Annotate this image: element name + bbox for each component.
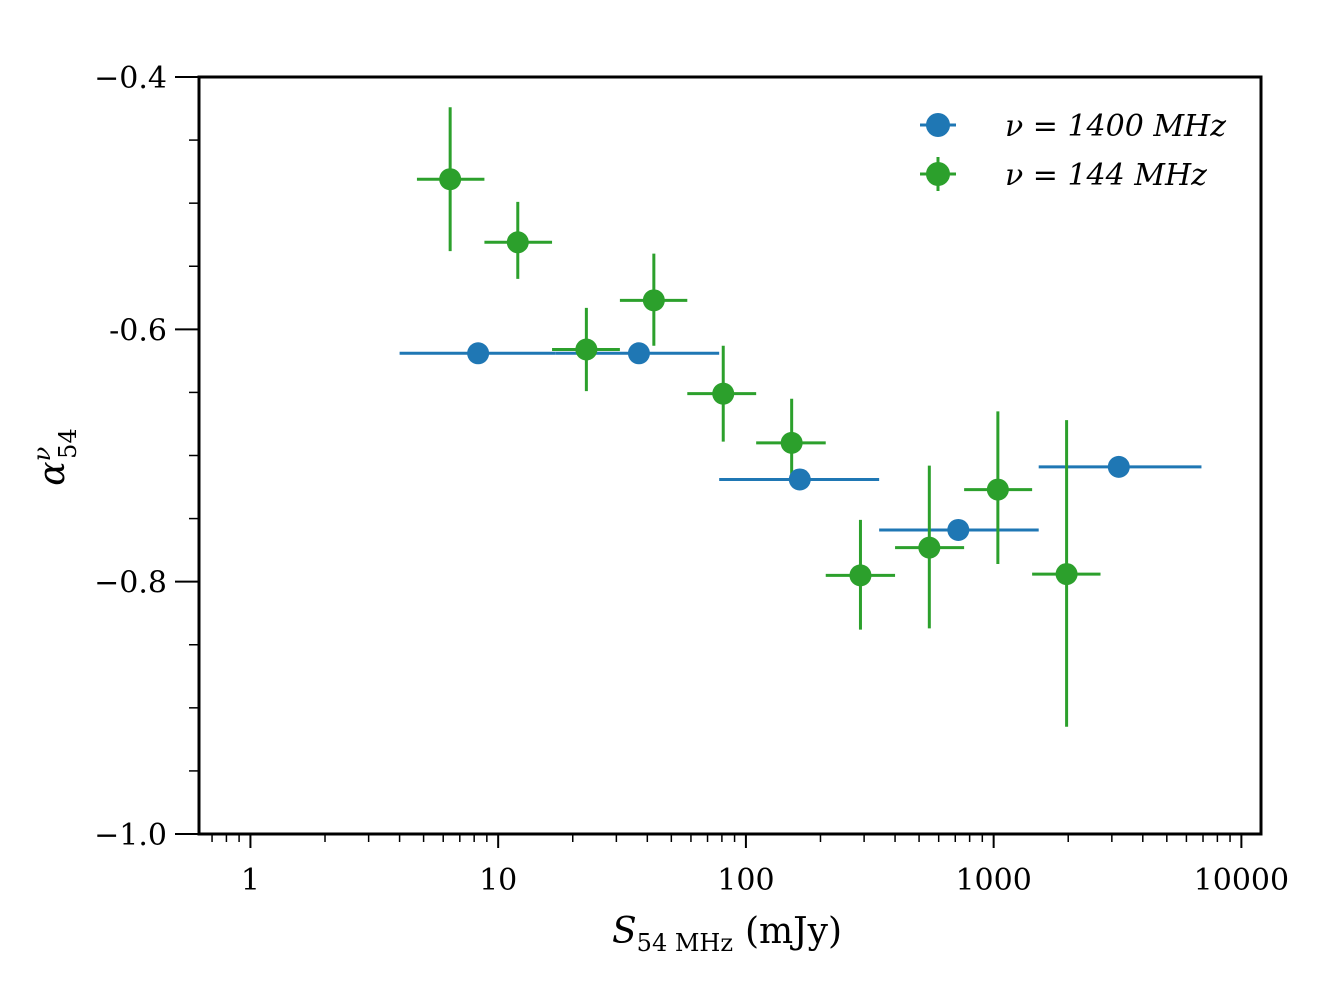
point-144mhz	[439, 168, 462, 191]
point-144mhz	[780, 431, 803, 454]
legend-marker-1400mhz	[926, 113, 950, 137]
point-1400mhz	[788, 468, 811, 491]
point-1400mhz	[947, 518, 970, 541]
tick-labels-layer: 1 10 100 1000 10000 −1.0 −0.8 -0.6 −0.4	[94, 61, 1289, 898]
legend-marker-144mhz	[926, 162, 950, 186]
x-axis-label: S54 MHz (mJy)	[612, 911, 842, 957]
y-axis-label: αν54	[28, 428, 82, 485]
x-tick-label: 10000	[1194, 863, 1289, 898]
legend-label-144mhz: ν = 144 MHz	[1005, 158, 1207, 193]
point-144mhz	[506, 231, 529, 254]
x-tick-label: 1	[241, 863, 260, 898]
y-tick-label: −0.8	[94, 566, 167, 601]
y-tick-label: −1.0	[94, 818, 167, 853]
point-144mhz	[1055, 563, 1078, 586]
point-1400mhz	[1107, 455, 1130, 478]
point-1400mhz	[627, 342, 650, 365]
point-144mhz	[575, 338, 598, 361]
x-axis-label-unit: (mJy)	[745, 911, 842, 952]
point-144mhz	[642, 289, 665, 312]
point-1400mhz	[467, 342, 490, 365]
point-144mhz	[712, 382, 735, 405]
x-axis-label-symbol: S	[612, 911, 637, 952]
legend-entry-144mhz: ν = 144 MHz	[920, 157, 1207, 193]
legend-label-1400mhz: ν = 1400 MHz	[1005, 109, 1226, 144]
legend-entry-1400mhz: ν = 1400 MHz	[920, 109, 1226, 144]
y-axis-label-superscript: ν	[28, 447, 56, 462]
x-axis-label-subscript: 54 MHz	[637, 929, 733, 957]
point-144mhz	[986, 478, 1009, 501]
y-tick-label: -0.6	[109, 313, 167, 348]
y-axis-label-subscript: 54	[54, 428, 82, 459]
y-axis-label-symbol: α	[32, 461, 73, 485]
y-tick-label: −0.4	[94, 61, 167, 96]
x-tick-label: 100	[717, 863, 774, 898]
legend: ν = 1400 MHz ν = 144 MHz	[920, 109, 1226, 193]
ticks-layer	[175, 76, 1243, 848]
x-tick-label: 1000	[955, 863, 1031, 898]
markers-layer	[439, 168, 1130, 587]
point-144mhz	[918, 536, 941, 559]
point-144mhz	[849, 564, 872, 587]
x-tick-label: 10	[479, 863, 517, 898]
